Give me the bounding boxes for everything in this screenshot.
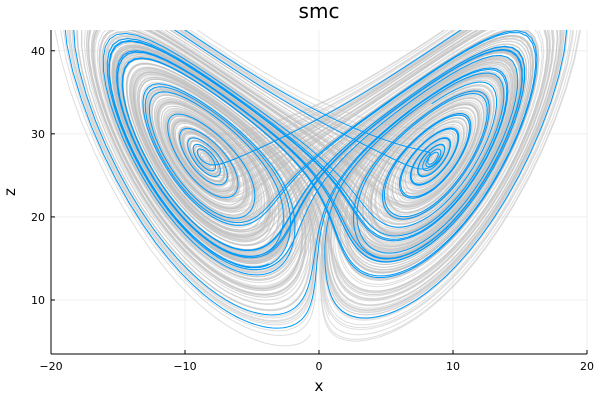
ensemble-trajectory xyxy=(60,30,578,336)
x-tick-label: 0 xyxy=(316,360,323,373)
x-tick-label: 10 xyxy=(446,360,460,373)
series-group xyxy=(54,30,581,347)
y-tick-label: 40 xyxy=(31,45,45,58)
x-tick-label: 20 xyxy=(580,360,594,373)
y-tick-label: 20 xyxy=(31,211,45,224)
y-tick-label: 10 xyxy=(31,294,45,307)
x-axis-label: x xyxy=(315,377,324,395)
y-tick-label: 30 xyxy=(31,128,45,141)
chart-title: smc xyxy=(299,0,340,23)
axes xyxy=(50,30,588,355)
ensemble-trajectory xyxy=(98,30,568,320)
x-tick-label: −20 xyxy=(39,360,62,373)
x-tick-label: −10 xyxy=(173,360,196,373)
highlight-trajectory xyxy=(64,30,568,329)
y-axis-label: z xyxy=(1,188,19,196)
